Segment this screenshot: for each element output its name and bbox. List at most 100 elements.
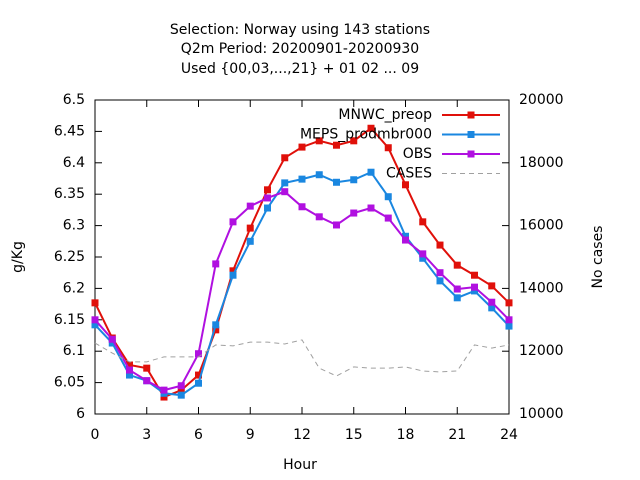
y-tick-label: 6 [76, 406, 85, 422]
x-tick-label: 18 [397, 427, 415, 443]
chart-title: Used {00,03,...,21} + 01 02 ... 09 [181, 61, 419, 77]
x-tick-label: 12 [293, 427, 311, 443]
data-point [419, 254, 427, 262]
x-tick-label: 6 [194, 427, 203, 443]
data-point [91, 299, 99, 307]
data-point [471, 287, 478, 295]
data-point [315, 213, 323, 221]
data-point [436, 277, 444, 285]
data-point [126, 361, 133, 369]
data-point [471, 283, 478, 291]
y2-tick-label: 14000 [519, 280, 564, 296]
data-point [264, 186, 271, 194]
data-point [264, 194, 271, 202]
legend-marker [467, 150, 475, 158]
y-tick-label: 6.5 [63, 92, 85, 108]
x-tick-label: 0 [91, 427, 100, 443]
data-point [177, 382, 185, 390]
legend-marker [467, 131, 475, 138]
data-point [350, 209, 358, 217]
y-tick-label: 6.4 [63, 155, 85, 171]
data-point [212, 326, 220, 334]
data-point [160, 393, 168, 401]
data-point [488, 304, 496, 312]
data-point [488, 282, 496, 290]
data-point [126, 371, 133, 379]
x-tick-label: 3 [142, 427, 151, 443]
data-point [246, 237, 254, 245]
y-tick-label: 6.15 [54, 312, 85, 328]
data-point [195, 379, 202, 387]
data-point [160, 386, 168, 394]
data-point [453, 261, 461, 269]
series-line [94, 339, 510, 377]
data-point [143, 377, 151, 385]
data-point [108, 335, 116, 343]
data-point [384, 214, 392, 222]
data-point [177, 386, 185, 394]
data-point [229, 271, 237, 279]
data-point [108, 339, 116, 347]
y-tick-label: 6.05 [54, 375, 85, 391]
data-point [471, 271, 478, 279]
chart-title: Selection: Norway using 143 stations [170, 22, 430, 38]
data-point [281, 188, 289, 196]
data-point [212, 321, 220, 329]
data-point [315, 171, 323, 179]
data-point [195, 350, 202, 358]
x-tick-label: 15 [345, 427, 363, 443]
series-line [94, 190, 510, 392]
data-point [298, 175, 306, 183]
data-point [333, 141, 340, 149]
legend-label: MEPS_prodmbr000 [300, 127, 432, 143]
y2-tick-label: 20000 [519, 92, 564, 108]
data-point [229, 267, 237, 275]
data-point [281, 154, 289, 162]
x-tick-label: 21 [448, 427, 466, 443]
data-point [384, 144, 392, 152]
data-point [488, 298, 496, 306]
y2-tick-label: 16000 [519, 218, 564, 234]
data-point [402, 181, 409, 189]
x-tick-label: 24 [500, 427, 518, 443]
data-point [177, 391, 185, 399]
data-point [126, 366, 133, 374]
y2-axis-label: No cases [590, 226, 606, 289]
legend-label: OBS [403, 146, 432, 162]
data-point [436, 269, 444, 277]
data-point [229, 218, 237, 226]
data-point [281, 179, 289, 187]
y-tick-label: 6.1 [63, 343, 85, 359]
legend-label: MNWC_preop [338, 107, 432, 123]
y-tick-label: 6.35 [54, 186, 85, 202]
data-point [419, 218, 427, 226]
data-point [91, 316, 99, 324]
legend-label: CASES [386, 166, 432, 182]
data-point [212, 260, 220, 268]
data-point [453, 285, 461, 293]
data-point [505, 299, 513, 307]
y-tick-label: 6.3 [63, 218, 85, 234]
data-point [367, 124, 375, 132]
data-point [350, 137, 358, 145]
y-tick-label: 6.2 [63, 280, 85, 296]
chart-title: Q2m Period: 20200901-20200930 [181, 41, 419, 57]
y2-tick-label: 10000 [519, 406, 564, 422]
data-point [315, 137, 323, 145]
data-point [350, 176, 358, 184]
data-point [195, 371, 202, 379]
series-line [94, 126, 510, 399]
data-point [91, 321, 99, 329]
data-point [367, 204, 375, 212]
data-point [419, 250, 427, 258]
legend-marker [467, 111, 475, 119]
data-point [402, 232, 409, 240]
x-axis-label: Hour [283, 457, 317, 473]
y2-tick-label: 12000 [519, 343, 564, 359]
data-point [367, 168, 375, 176]
x-tick-label: 9 [246, 427, 255, 443]
data-point [505, 316, 513, 324]
y-axis-label: g/Kg [10, 241, 26, 273]
data-point [333, 221, 340, 229]
